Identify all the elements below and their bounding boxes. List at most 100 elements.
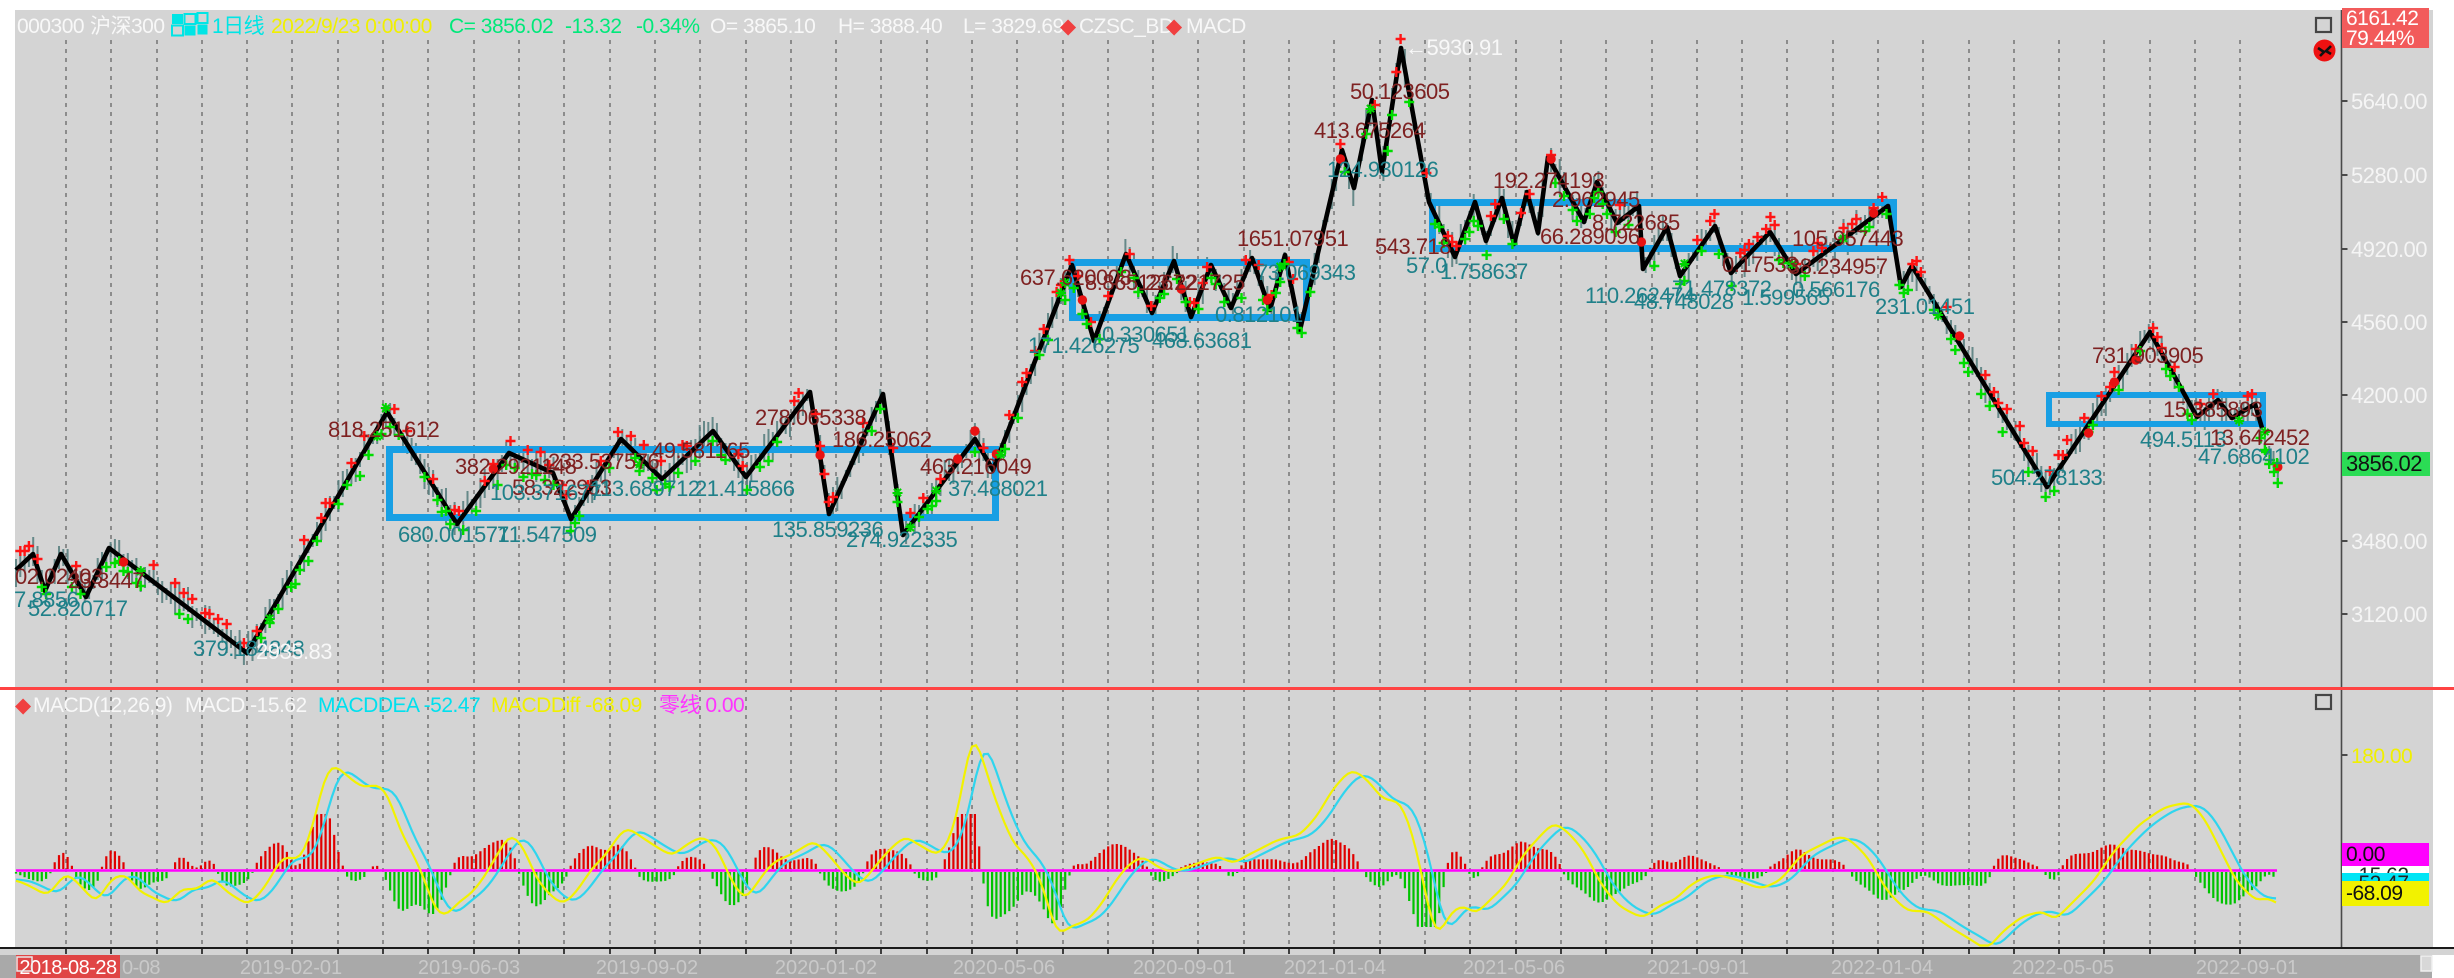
svg-text:-68.09: -68.09 — [2346, 882, 2403, 905]
svg-text:680.001571: 680.001571 — [398, 522, 509, 547]
svg-text:2019-09-02: 2019-09-02 — [596, 957, 698, 978]
svg-text:3856.02: 3856.02 — [2346, 451, 2422, 476]
svg-text:463.216049: 463.216049 — [920, 454, 1031, 479]
svg-text:02.02403: 02.02403 — [15, 564, 103, 589]
svg-text:2021-09-01: 2021-09-01 — [1647, 957, 1749, 978]
svg-text:←5930.91: ←5930.91 — [1405, 35, 1503, 60]
svg-text:MACD: MACD — [1186, 15, 1246, 38]
svg-text:零线 0.00: 零线 0.00 — [659, 694, 744, 717]
svg-text:-13.32: -13.32 — [565, 15, 622, 38]
svg-text:171.426275: 171.426275 — [1028, 333, 1139, 358]
svg-text:◆: ◆ — [15, 694, 32, 717]
svg-text:MACDDiff -68.09: MACDDiff -68.09 — [491, 694, 642, 717]
svg-text:413.675264: 413.675264 — [1314, 118, 1425, 143]
svg-text:2935.83: 2935.83 — [256, 639, 332, 664]
svg-text:2020-05-06: 2020-05-06 — [953, 957, 1055, 978]
svg-text:105.957443: 105.957443 — [1792, 226, 1903, 251]
svg-text:-52.47: -52.47 — [2352, 872, 2409, 895]
svg-text:37.488021: 37.488021 — [948, 476, 1048, 501]
svg-text:23.3447: 23.3447 — [68, 568, 144, 593]
svg-text:110.262474: 110.262474 — [1585, 283, 1695, 308]
svg-text:103.371677: 103.371677 — [490, 480, 601, 505]
svg-text:49.581165: 49.581165 — [652, 438, 750, 463]
svg-text:1.599565: 1.599565 — [1742, 285, 1830, 310]
svg-text:124.930126: 124.930126 — [1327, 157, 1438, 182]
svg-text:52.820717: 52.820717 — [28, 596, 128, 621]
svg-text:468.63681: 468.63681 — [1152, 328, 1252, 353]
svg-text:5280.00: 5280.00 — [2351, 163, 2427, 188]
svg-text:-15.62: -15.62 — [2352, 864, 2409, 887]
svg-text:0.00: 0.00 — [2346, 843, 2385, 866]
svg-text:231.01451: 231.01451 — [1875, 294, 1975, 319]
svg-text:73.069343: 73.069343 — [1256, 260, 1356, 285]
svg-text:7.8856: 7.8856 — [14, 587, 79, 612]
svg-text:274.922335: 274.922335 — [846, 527, 957, 552]
svg-text:沪深300: 沪深300 — [90, 15, 165, 38]
svg-text:MACD -15.62: MACD -15.62 — [185, 694, 307, 717]
svg-text:504.278133: 504.278133 — [1991, 465, 2102, 490]
svg-text:57.0: 57.0 — [1406, 253, 1447, 278]
svg-text:494.5113: 494.5113 — [2140, 427, 2226, 452]
svg-text:2019-02-01: 2019-02-01 — [240, 957, 342, 978]
svg-text:66.289096: 66.289096 — [1540, 224, 1640, 249]
svg-text:CZSC_BD: CZSC_BD — [1079, 15, 1174, 38]
svg-text:2020-01-02: 2020-01-02 — [775, 957, 877, 978]
svg-text:818.251612: 818.251612 — [328, 417, 439, 442]
svg-text:637.620008: 637.620008 — [1020, 265, 1131, 290]
svg-text:180.00: 180.00 — [2351, 745, 2412, 768]
svg-text:2021-01-04: 2021-01-04 — [1284, 957, 1386, 978]
svg-text:2.962945: 2.962945 — [1552, 187, 1640, 212]
svg-text:L= 3829.69: L= 3829.69 — [963, 15, 1064, 38]
svg-text:2022-01-04: 2022-01-04 — [1831, 957, 1933, 978]
svg-text:4560.00: 4560.00 — [2351, 310, 2427, 335]
svg-text:382.2921148: 382.2921148 — [455, 454, 577, 479]
svg-text:192.274193: 192.274193 — [1493, 168, 1604, 193]
svg-text:000300: 000300 — [17, 15, 84, 38]
svg-text:8.722685: 8.722685 — [1592, 210, 1680, 235]
svg-text:2021-05-06: 2021-05-06 — [1463, 957, 1565, 978]
svg-text:5640.00: 5640.00 — [2351, 89, 2427, 114]
svg-text:8.86512672: 8.86512672 — [1085, 270, 1196, 295]
svg-text:MACDDEA -52.47: MACDDEA -52.47 — [318, 694, 480, 717]
svg-text:0.17533: 0.17533 — [1722, 252, 1798, 277]
svg-text:-0.34%: -0.34% — [636, 15, 700, 38]
svg-text:2022/9/23 0:00:00: 2022/9/23 0:00:00 — [271, 15, 432, 38]
svg-text:58.322953: 58.322953 — [512, 475, 612, 500]
svg-text:278.065338: 278.065338 — [755, 405, 866, 430]
svg-text:21.415866: 21.415866 — [695, 476, 795, 501]
svg-text:1651.07951: 1651.07951 — [1237, 226, 1348, 251]
svg-text:79.44%: 79.44% — [2346, 27, 2414, 50]
svg-text:C= 3856.02: C= 3856.02 — [449, 15, 553, 38]
svg-text:6161.42: 6161.42 — [2346, 7, 2418, 30]
svg-text:H= 3888.40: H= 3888.40 — [838, 15, 942, 38]
svg-text:MACD(12,26,9): MACD(12,26,9) — [33, 694, 172, 717]
svg-text:2022-09-01: 2022-09-01 — [2196, 957, 2298, 978]
svg-text:0.812101: 0.812101 — [1215, 302, 1303, 327]
svg-text:47.6864102: 47.6864102 — [2198, 444, 2309, 469]
svg-text:2018-08-28: 2018-08-28 — [19, 957, 117, 978]
svg-text:1.758637: 1.758637 — [1440, 259, 1528, 284]
svg-text:2020-09-01: 2020-09-01 — [1133, 957, 1235, 978]
svg-text:◆: ◆ — [1166, 15, 1183, 38]
svg-text:15.385893: 15.385893 — [2163, 397, 2263, 422]
svg-text:23.221725: 23.221725 — [1145, 270, 1245, 295]
svg-text:4200.00: 4200.00 — [2351, 383, 2427, 408]
svg-text:2019-06-03: 2019-06-03 — [418, 957, 520, 978]
svg-text:0.330651: 0.330651 — [1102, 322, 1190, 347]
svg-text:113.689712: 113.689712 — [590, 476, 700, 501]
svg-text:543.718: 543.718 — [1375, 234, 1451, 259]
svg-text:731.903905: 731.903905 — [2092, 343, 2203, 368]
svg-text:4920.00: 4920.00 — [2351, 237, 2427, 262]
svg-text:71.478372: 71.478372 — [1672, 276, 1772, 301]
svg-text:38.234957: 38.234957 — [1788, 254, 1888, 279]
svg-text:135.859236: 135.859236 — [772, 517, 883, 542]
svg-text:◆: ◆ — [1060, 15, 1077, 38]
svg-text:186.25062: 186.25062 — [832, 427, 932, 452]
svg-text:3480.00: 3480.00 — [2351, 529, 2427, 554]
svg-text:0.566176: 0.566176 — [1792, 277, 1880, 302]
svg-text:O= 3865.10: O= 3865.10 — [710, 15, 815, 38]
svg-text:71.547509: 71.547509 — [497, 522, 597, 547]
svg-text:48.748028: 48.748028 — [1634, 289, 1734, 314]
svg-text:3120.00: 3120.00 — [2351, 602, 2427, 627]
svg-text:2022-05-05: 2022-05-05 — [2012, 957, 2114, 978]
